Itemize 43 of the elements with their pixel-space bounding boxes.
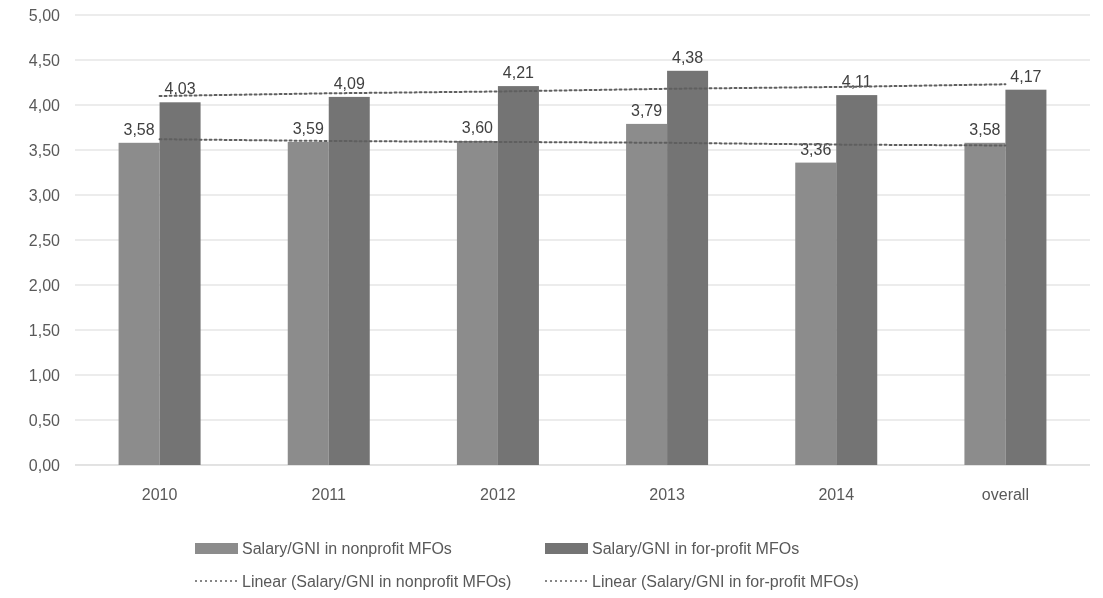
data-label: 3,60 [461,119,494,136]
bar [287,141,329,465]
legend-label: Linear (Salary/GNI in for-profit MFOs) [592,572,859,590]
data-label: 4,38 [672,48,704,66]
y-tick-label: 2,50 [28,231,61,249]
bar [667,70,709,465]
x-tick-label: 2013 [649,486,685,503]
x-tick-label: 2012 [480,486,516,503]
bar [456,141,498,465]
data-label: 3,58 [123,120,155,138]
y-tick-label: 4,50 [28,51,61,69]
bar [836,95,878,465]
data-label: 3,58 [969,120,1001,138]
data-label: 3,79 [631,101,663,119]
y-tick-label: 0,50 [28,411,61,429]
y-tick-label: 4,00 [28,96,61,114]
bar [1005,89,1047,465]
y-tick-label: 5,00 [28,6,61,24]
y-tick-label: 0,00 [28,456,61,474]
bar [795,162,837,465]
x-tick-label: 2010 [141,486,178,503]
y-tick-label: 1,50 [28,321,61,339]
bar [964,142,1006,465]
data-label: 4,03 [164,80,196,98]
bar [328,96,370,465]
bar [626,123,668,465]
bar [497,86,539,465]
x-tick-label: overall [981,486,1029,503]
data-label: 4,21 [502,64,535,82]
data-label: 3,59 [292,119,324,137]
y-tick-label: 3,50 [28,141,61,159]
bar [118,142,160,465]
x-tick-label: 2014 [818,486,855,503]
legend-label: Salary/GNI in for-profit MFOs [592,539,800,557]
data-label: 4,09 [333,74,365,92]
x-tick-label: 2011 [311,486,347,503]
legend-label: Linear (Salary/GNI in nonprofit MFOs) [242,572,512,590]
legend-label: Salary/GNI in nonprofit MFOs [242,539,452,557]
y-tick-label: 2,00 [28,276,61,294]
bar [159,102,201,465]
data-label: 4,17 [1010,67,1042,85]
y-tick-label: 3,00 [28,186,61,204]
y-tick-label: 1,00 [28,366,61,384]
